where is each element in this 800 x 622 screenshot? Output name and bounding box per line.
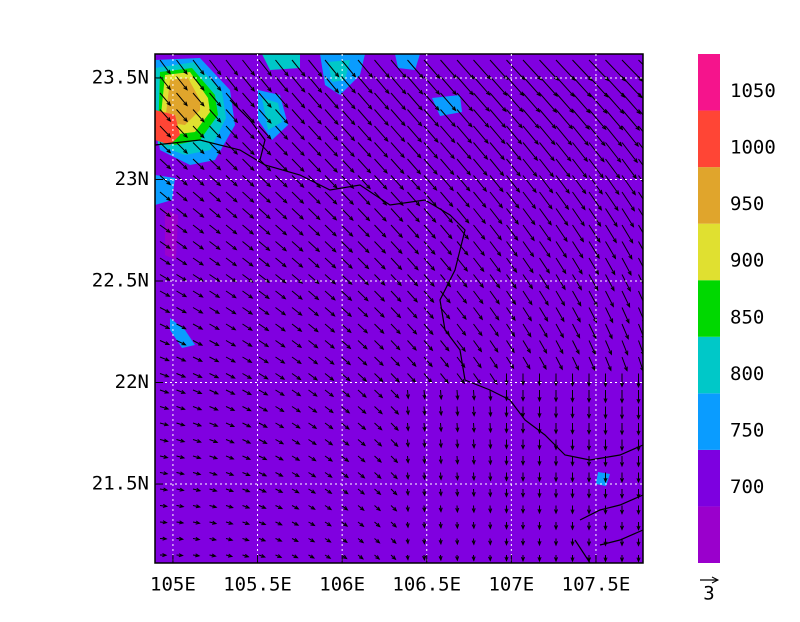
wind-arrow-head xyxy=(656,78,660,82)
colorbar-label: 1050 xyxy=(730,80,776,102)
colorbar-swatch xyxy=(698,393,720,450)
wind-arrow-head xyxy=(654,94,658,98)
wind-arrow-head xyxy=(647,223,650,227)
wind-arrow-head xyxy=(651,143,655,147)
x-tick-label: 107.5E xyxy=(562,574,631,596)
x-tick-label: 105.5E xyxy=(223,574,292,596)
wind-arrow-head xyxy=(644,271,647,275)
colorbar-swatch xyxy=(698,167,720,224)
colorbar-swatch xyxy=(698,111,720,168)
colorbar-label: 1000 xyxy=(730,137,776,159)
wind-arrow-head xyxy=(646,239,649,243)
colorbar-swatch xyxy=(698,337,720,394)
wind-arrow-head xyxy=(645,255,648,259)
colorbar-swatch xyxy=(698,506,720,563)
y-tick-label: 21.5N xyxy=(92,473,149,495)
y-tick-label: 23.5N xyxy=(92,66,149,88)
x-tick-label: 105E xyxy=(150,574,196,596)
colorbar-label: 800 xyxy=(730,363,764,385)
x-tick-label: 106.5E xyxy=(392,574,461,596)
colorbar-swatch xyxy=(698,280,720,337)
colorbar-label: 700 xyxy=(730,476,764,498)
colorbar-label: 950 xyxy=(730,193,764,215)
y-tick-label: 22.5N xyxy=(92,269,149,291)
colorbar-swatch xyxy=(698,54,720,111)
vector-ref-label: 3 xyxy=(703,583,714,605)
wind-arrow-head xyxy=(652,126,656,130)
wind-arrow-head xyxy=(644,287,647,291)
x-tick-label: 107E xyxy=(488,574,534,596)
y-tick-label: 23N xyxy=(115,168,149,190)
x-tick-label: 106E xyxy=(319,574,365,596)
y-tick-label: 22N xyxy=(115,371,149,393)
colorbar-label: 750 xyxy=(730,419,764,441)
colorbar-label: 900 xyxy=(730,250,764,272)
colorbar-swatch xyxy=(698,224,720,281)
wind-arrow-head xyxy=(650,159,653,163)
vector-reference: 3 xyxy=(700,577,718,605)
wind-arrow-head xyxy=(649,175,652,179)
wind-arrow-head xyxy=(648,191,651,195)
wind-arrow-head xyxy=(648,207,651,211)
colorbar-label: 850 xyxy=(730,306,764,328)
wind-arrow-head xyxy=(653,110,657,114)
colorbar-swatch xyxy=(698,450,720,507)
